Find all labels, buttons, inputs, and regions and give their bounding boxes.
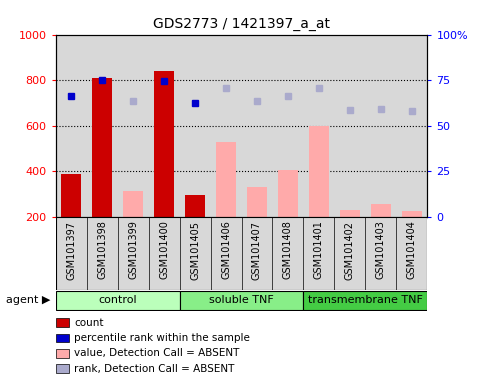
Bar	[56, 349, 69, 358]
Text: GSM101405: GSM101405	[190, 220, 200, 280]
Text: GSM101404: GSM101404	[407, 220, 417, 280]
Bar	[247, 187, 267, 217]
Text: GSM101408: GSM101408	[283, 220, 293, 280]
Text: GSM101403: GSM101403	[376, 220, 386, 280]
Text: GSM101398: GSM101398	[97, 220, 107, 280]
Bar	[56, 364, 69, 373]
Text: GSM101399: GSM101399	[128, 220, 138, 280]
Text: value, Detection Call = ABSENT: value, Detection Call = ABSENT	[74, 348, 240, 358]
Text: GSM101407: GSM101407	[252, 220, 262, 280]
Text: transmembrane TNF: transmembrane TNF	[308, 295, 423, 306]
Bar	[56, 318, 69, 327]
Bar	[309, 126, 329, 217]
Text: percentile rank within the sample: percentile rank within the sample	[74, 333, 250, 343]
Bar	[92, 78, 112, 217]
Text: GSM101397: GSM101397	[66, 220, 76, 280]
Text: rank, Detection Call = ABSENT: rank, Detection Call = ABSENT	[74, 364, 235, 374]
Bar	[56, 334, 69, 342]
Bar	[371, 204, 391, 217]
Text: GDS2773 / 1421397_a_at: GDS2773 / 1421397_a_at	[153, 17, 330, 31]
Bar	[56, 291, 180, 310]
Bar	[154, 71, 174, 217]
Bar	[123, 191, 143, 217]
Bar	[180, 291, 303, 310]
Bar	[402, 211, 422, 217]
Text: count: count	[74, 318, 104, 328]
Bar	[56, 217, 427, 290]
Bar	[61, 174, 81, 217]
Text: agent ▶: agent ▶	[6, 295, 51, 306]
Text: control: control	[98, 295, 137, 306]
Text: GSM101406: GSM101406	[221, 220, 231, 280]
Text: soluble TNF: soluble TNF	[209, 295, 274, 306]
Text: GSM101401: GSM101401	[314, 220, 324, 280]
Bar	[303, 291, 427, 310]
Bar	[185, 195, 205, 217]
Bar	[216, 142, 236, 217]
Bar	[278, 170, 298, 217]
Text: GSM101402: GSM101402	[345, 220, 355, 280]
Text: GSM101400: GSM101400	[159, 220, 169, 280]
Bar	[340, 210, 360, 217]
